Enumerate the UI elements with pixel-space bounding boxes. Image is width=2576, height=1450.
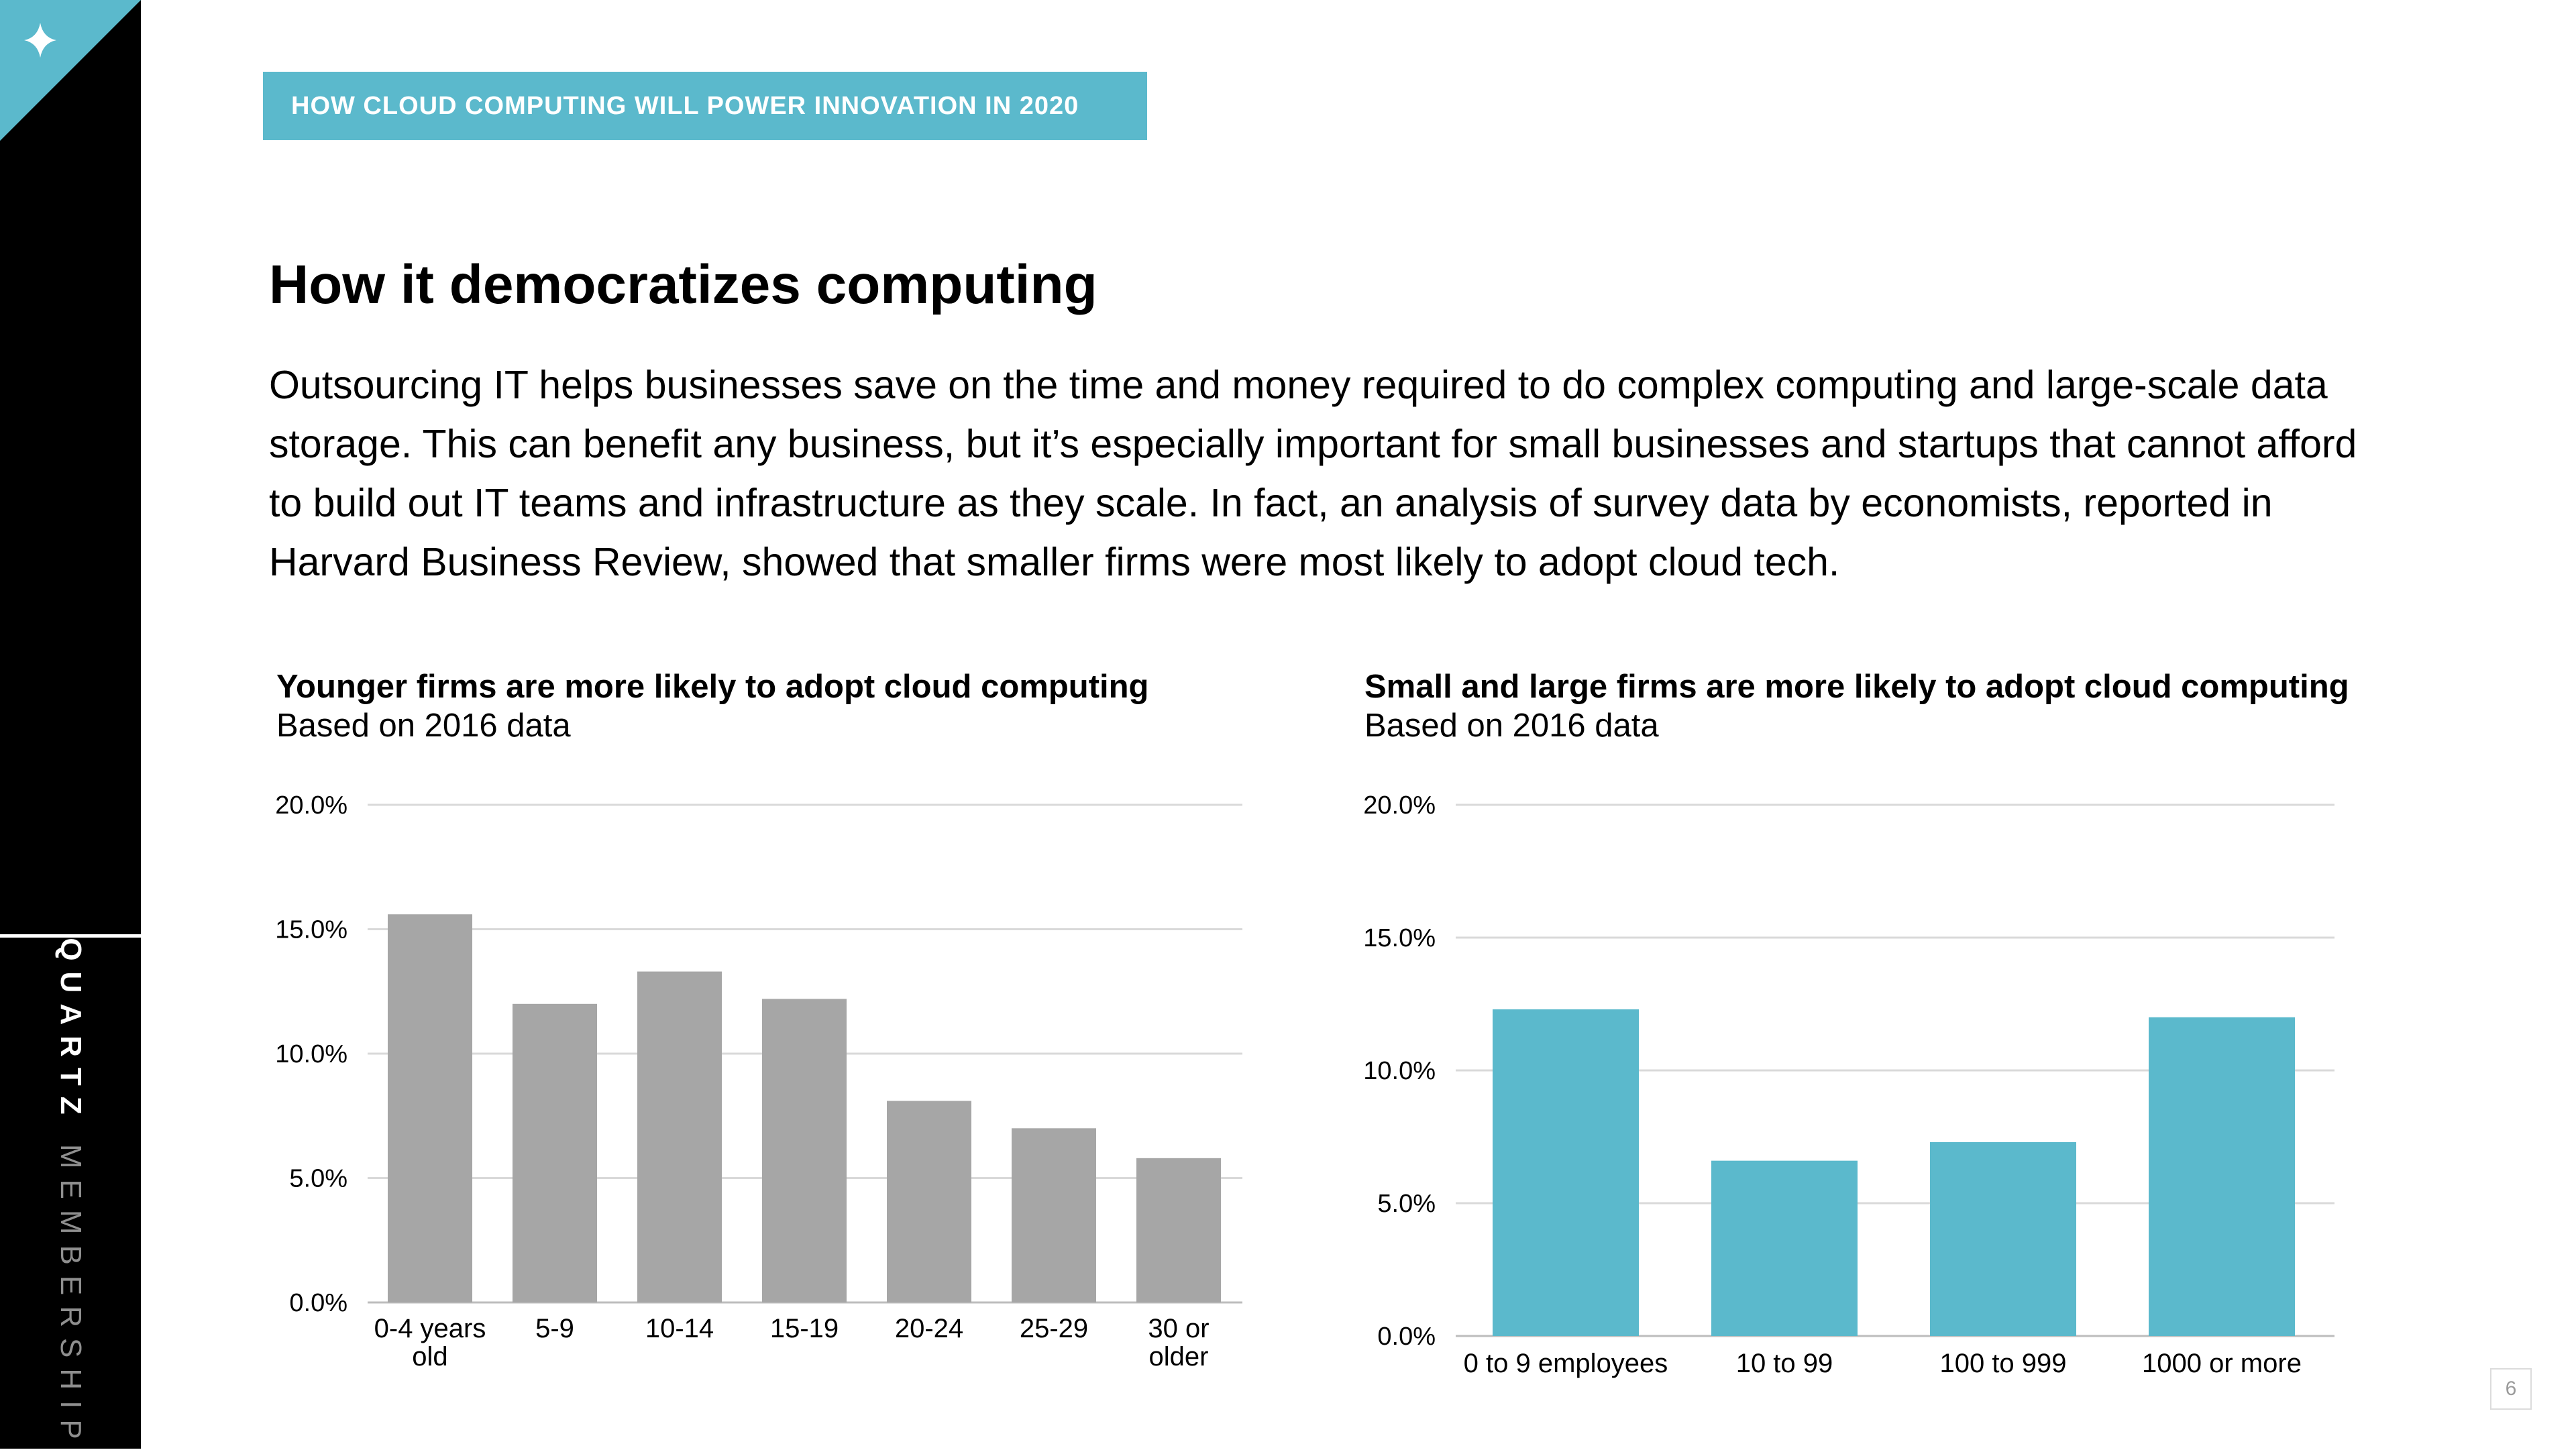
y-tick-label: 10.0% <box>275 1040 347 1068</box>
bar <box>388 914 472 1302</box>
y-tick-label: 15.0% <box>275 916 347 944</box>
chart-1-subtitle: Based on 2016 data <box>276 708 571 744</box>
sparkle-icon <box>24 23 56 58</box>
bar <box>513 1003 597 1302</box>
x-tick-label: 5-9 <box>535 1314 574 1343</box>
x-tick-label: 1000 or more <box>2142 1349 2302 1378</box>
x-tick-label: 25-29 <box>1020 1314 1088 1343</box>
y-tick-label: 0.0% <box>1377 1323 1436 1351</box>
y-tick-label: 15.0% <box>1363 924 1436 952</box>
y-tick-label: 5.0% <box>289 1165 347 1193</box>
page-title: How it democratizes computing <box>269 254 1097 315</box>
x-tick-label: 15-19 <box>770 1314 839 1343</box>
section-kicker: HOW CLOUD COMPUTING WILL POWER INNOVATIO… <box>263 72 1147 140</box>
body-paragraph: Outsourcing IT helps businesses save on … <box>269 363 2357 584</box>
sidebar-divider <box>0 934 141 938</box>
x-tick-label: 0-4 years <box>374 1314 486 1343</box>
x-tick-label: 30 or <box>1148 1314 1209 1343</box>
y-tick-label: 5.0% <box>1377 1190 1436 1218</box>
page-number: 6 <box>2490 1368 2532 1410</box>
x-tick-label: 0 to 9 employees <box>1464 1349 1668 1378</box>
sidebar <box>0 0 141 1449</box>
y-tick-label: 10.0% <box>1363 1057 1436 1085</box>
bar <box>1711 1160 1858 1336</box>
corner-badge <box>0 0 141 141</box>
x-tick-label: 20-24 <box>895 1314 963 1343</box>
bar <box>1012 1128 1096 1302</box>
bar <box>1136 1158 1221 1302</box>
y-tick-label: 20.0% <box>275 791 347 820</box>
bar <box>887 1101 971 1302</box>
y-tick-label: 0.0% <box>289 1289 347 1317</box>
x-tick-label: 10-14 <box>645 1314 714 1343</box>
bar <box>637 971 722 1302</box>
bar <box>1930 1141 2076 1336</box>
bar <box>2149 1017 2295 1336</box>
chart-2-title: Small and large firms are more likely to… <box>1364 669 2349 705</box>
chart-2-subtitle: Based on 2016 data <box>1364 708 1659 744</box>
x-tick-label: 100 to 999 <box>1939 1349 2066 1378</box>
x-tick-label: 10 to 99 <box>1736 1349 1833 1378</box>
x-tick-label: old <box>412 1342 447 1372</box>
x-tick-label: older <box>1149 1342 1209 1372</box>
chart-size: 0.0% 5.0% 10.0% 15.0% 20.0% 0 to 9 employees 1… <box>1363 791 2334 1378</box>
y-tick-label: 20.0% <box>1363 791 1436 820</box>
bar <box>1493 1009 1639 1336</box>
chart-1-title: Younger firms are more likely to adopt c… <box>276 669 1149 705</box>
bar <box>762 999 847 1302</box>
